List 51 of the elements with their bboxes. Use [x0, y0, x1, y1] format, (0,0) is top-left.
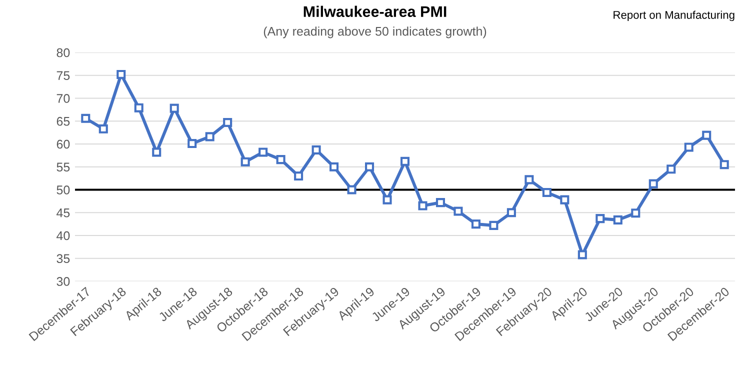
- text: Report on Manufacturing: [614, 10, 734, 22]
- y-tick-label: 35: [56, 254, 70, 264]
- chart-title: Milwaukee-area PMI: [304, 6, 446, 18]
- point: [81, 114, 90, 123]
- y-tick-label: 45: [56, 208, 70, 218]
- point: [276, 155, 286, 164]
- y-tick-label: 50: [56, 186, 70, 194]
- y-tick-label: 70: [56, 94, 70, 103]
- point: [560, 195, 570, 204]
- chart-subtitle: (Any reading above 50 indicates growth): [264, 26, 486, 38]
- point: [648, 179, 658, 188]
- point: [436, 198, 445, 208]
- point: [506, 208, 516, 218]
- point: [170, 104, 179, 113]
- point: [365, 162, 374, 172]
- y-tick-label: 40: [56, 231, 70, 240]
- point: [542, 188, 552, 198]
- point: [152, 148, 162, 157]
- point: [205, 132, 214, 142]
- y-tick-label: 60: [56, 140, 70, 149]
- point: [223, 118, 232, 128]
- point: [720, 160, 729, 170]
- y-tick-label: 30: [56, 277, 70, 286]
- y-tick-label: 55: [56, 162, 70, 172]
- point: [524, 175, 534, 184]
- point: [116, 70, 126, 79]
- point: [382, 195, 392, 204]
- y-tick-label: 75: [56, 71, 70, 80]
- point: [666, 164, 676, 174]
- point: [330, 162, 339, 172]
- point: [471, 220, 480, 229]
- point: [294, 172, 304, 181]
- point: [312, 145, 321, 154]
- point: [98, 124, 108, 134]
- point: [240, 157, 250, 166]
- point: [400, 156, 410, 166]
- y-tick-label: 65: [56, 116, 70, 126]
- point: [613, 215, 622, 224]
- point: [347, 185, 356, 194]
- point: [578, 250, 587, 260]
- y-tick-label: 80: [56, 48, 70, 58]
- point: [188, 139, 197, 148]
- point: [596, 214, 605, 224]
- point: [454, 206, 463, 216]
- point: [418, 201, 428, 210]
- point: [684, 142, 694, 152]
- point: [631, 208, 640, 218]
- point: [134, 103, 144, 112]
- point: [702, 130, 712, 140]
- point: [258, 148, 268, 157]
- point: [489, 220, 498, 230]
